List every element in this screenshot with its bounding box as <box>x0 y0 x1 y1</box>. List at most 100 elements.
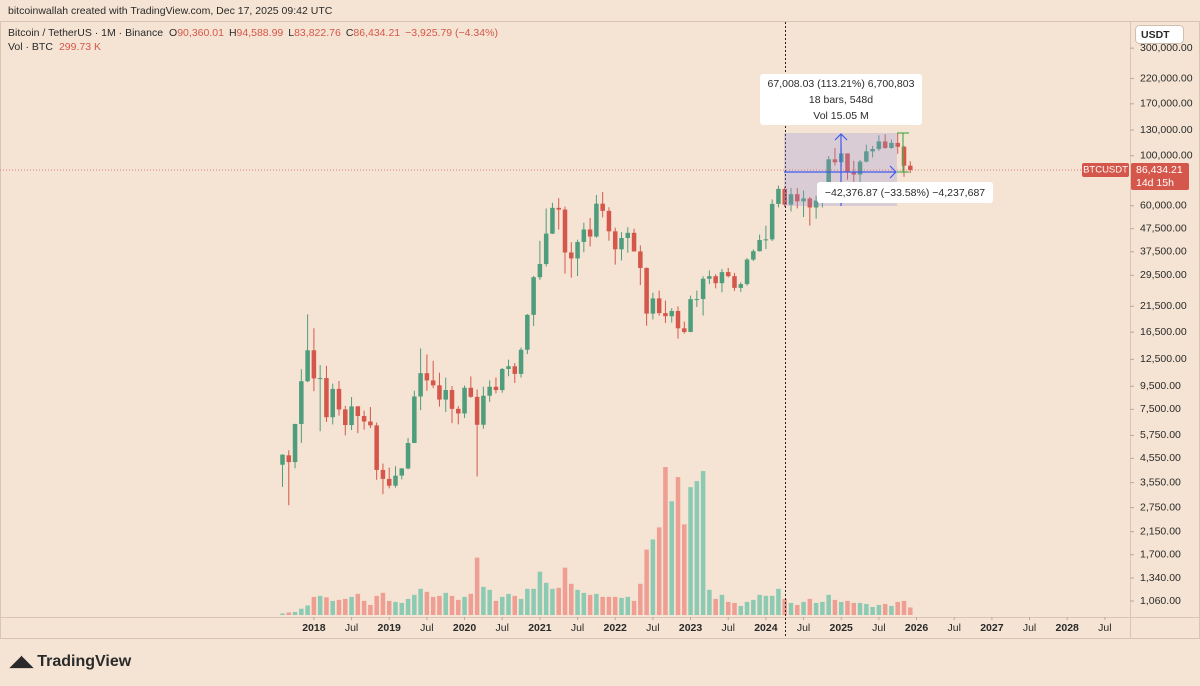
volume-bar <box>606 596 612 615</box>
caption: bitcoinwallah created with TradingView.c… <box>8 5 333 17</box>
volume-bar <box>280 613 285 615</box>
candle-body <box>732 276 737 288</box>
candle-body <box>343 409 348 426</box>
change: −3,925.79 (−4.34%) <box>405 27 498 39</box>
volume-label: Vol · BTC <box>8 41 53 53</box>
volume-bar <box>317 595 323 615</box>
volume-bar <box>418 588 423 615</box>
volume-bar <box>581 592 587 615</box>
brand-name: TradingView <box>37 653 132 670</box>
y-tick-label: 16,500.00 <box>1140 326 1187 338</box>
volume-bar <box>776 588 781 615</box>
volume-bar <box>769 595 775 615</box>
candle-body <box>424 373 430 381</box>
volume-bar <box>512 595 518 615</box>
volume-bar <box>324 597 329 615</box>
symbol-tag-label: BTCUSDT <box>1083 165 1128 176</box>
volume-bar <box>531 588 536 615</box>
candle-body <box>468 387 474 397</box>
volume-bar <box>688 487 693 615</box>
volume-bar <box>707 589 712 615</box>
candle-body <box>738 284 744 288</box>
symbol-tag <box>1082 163 1129 178</box>
candle-body <box>625 232 631 239</box>
candle-body <box>286 455 292 463</box>
y-tick-label: 12,500.00 <box>1140 353 1187 365</box>
volume-bar <box>751 599 756 615</box>
x-tick-label: Jul <box>420 622 433 634</box>
y-tick-label: 4,550.00 <box>1140 452 1181 464</box>
volume-bar <box>456 599 461 615</box>
candle-body <box>757 240 762 252</box>
volume-bar <box>449 595 455 615</box>
candle-body <box>801 198 806 202</box>
y-tick-label: 60,000.00 <box>1140 200 1187 212</box>
volume-bar <box>744 601 750 615</box>
candle-body <box>280 454 285 465</box>
y-tick-label: 5,750.00 <box>1140 429 1181 441</box>
currency-button[interactable] <box>1135 25 1184 44</box>
candle-body <box>876 141 882 149</box>
x-tick-label: 2018 <box>302 622 326 634</box>
candle-body <box>864 151 869 162</box>
y-tick-label: 2,150.00 <box>1140 526 1181 538</box>
candle-body <box>575 241 580 259</box>
measure-change: 67,008.03 (113.21%) 6,700,803 <box>768 78 915 90</box>
legend: Bitcoin / TetherUS · 1M · Binance O90,360… <box>8 27 498 39</box>
candle-body <box>763 239 769 241</box>
y-tick-label: 1,700.00 <box>1140 549 1181 561</box>
x-tick-label: 2019 <box>378 622 402 634</box>
volume-bar <box>399 602 405 615</box>
candle-body <box>807 198 813 208</box>
price-label: 86,434.21 <box>1136 164 1183 176</box>
candle-body <box>418 373 423 397</box>
volume-bar <box>594 593 599 615</box>
volume-bar <box>663 467 668 615</box>
volume-bar <box>443 592 448 615</box>
volume-bar <box>795 604 800 615</box>
candle-body <box>908 165 913 171</box>
arrow-head <box>834 133 848 141</box>
candle-body <box>675 310 681 329</box>
volume-bar <box>424 591 430 615</box>
volume-bar <box>820 601 825 615</box>
measure-tool[interactable]: 67,008.03 (113.21%) 6,700,803 18 bars, 5… <box>760 74 993 206</box>
volume-bar <box>562 567 568 615</box>
volume-bar <box>807 598 813 615</box>
volume-bar <box>343 598 348 615</box>
candle-body <box>769 203 775 240</box>
candle-body <box>531 277 536 315</box>
candle-body <box>474 396 480 425</box>
volume-bar <box>525 588 530 615</box>
volume-bar <box>543 582 549 615</box>
measure-tooltip <box>760 74 922 125</box>
candle-body <box>600 203 605 211</box>
volume-bar <box>462 596 467 615</box>
candle-body <box>656 298 662 314</box>
ohlc-key: C <box>346 27 354 39</box>
ohlc-value: 90,360.01 <box>177 27 224 39</box>
y-tick-label: 170,000.00 <box>1140 98 1193 110</box>
candle-body <box>305 350 310 382</box>
candle-body <box>317 378 323 380</box>
candle-body <box>336 388 342 410</box>
volume-bar <box>838 601 844 615</box>
candle-body <box>324 378 329 418</box>
candle-body <box>355 406 361 416</box>
volume-bar <box>725 601 731 615</box>
volume-bar <box>311 596 317 615</box>
candle-body <box>456 408 461 414</box>
volume-bar <box>474 557 480 615</box>
candle-body <box>795 194 800 202</box>
candle-body <box>412 396 417 443</box>
volume-bar <box>682 524 687 615</box>
volume-bar <box>713 598 718 615</box>
x-tick-label: Jul <box>797 622 810 634</box>
brand: ◢◣ TradingView <box>9 653 132 670</box>
volume-bar <box>901 600 907 615</box>
price-box <box>1131 163 1189 191</box>
y-tick-label: 7,500.00 <box>1140 403 1181 415</box>
x-tick-label: Jul <box>872 622 885 634</box>
